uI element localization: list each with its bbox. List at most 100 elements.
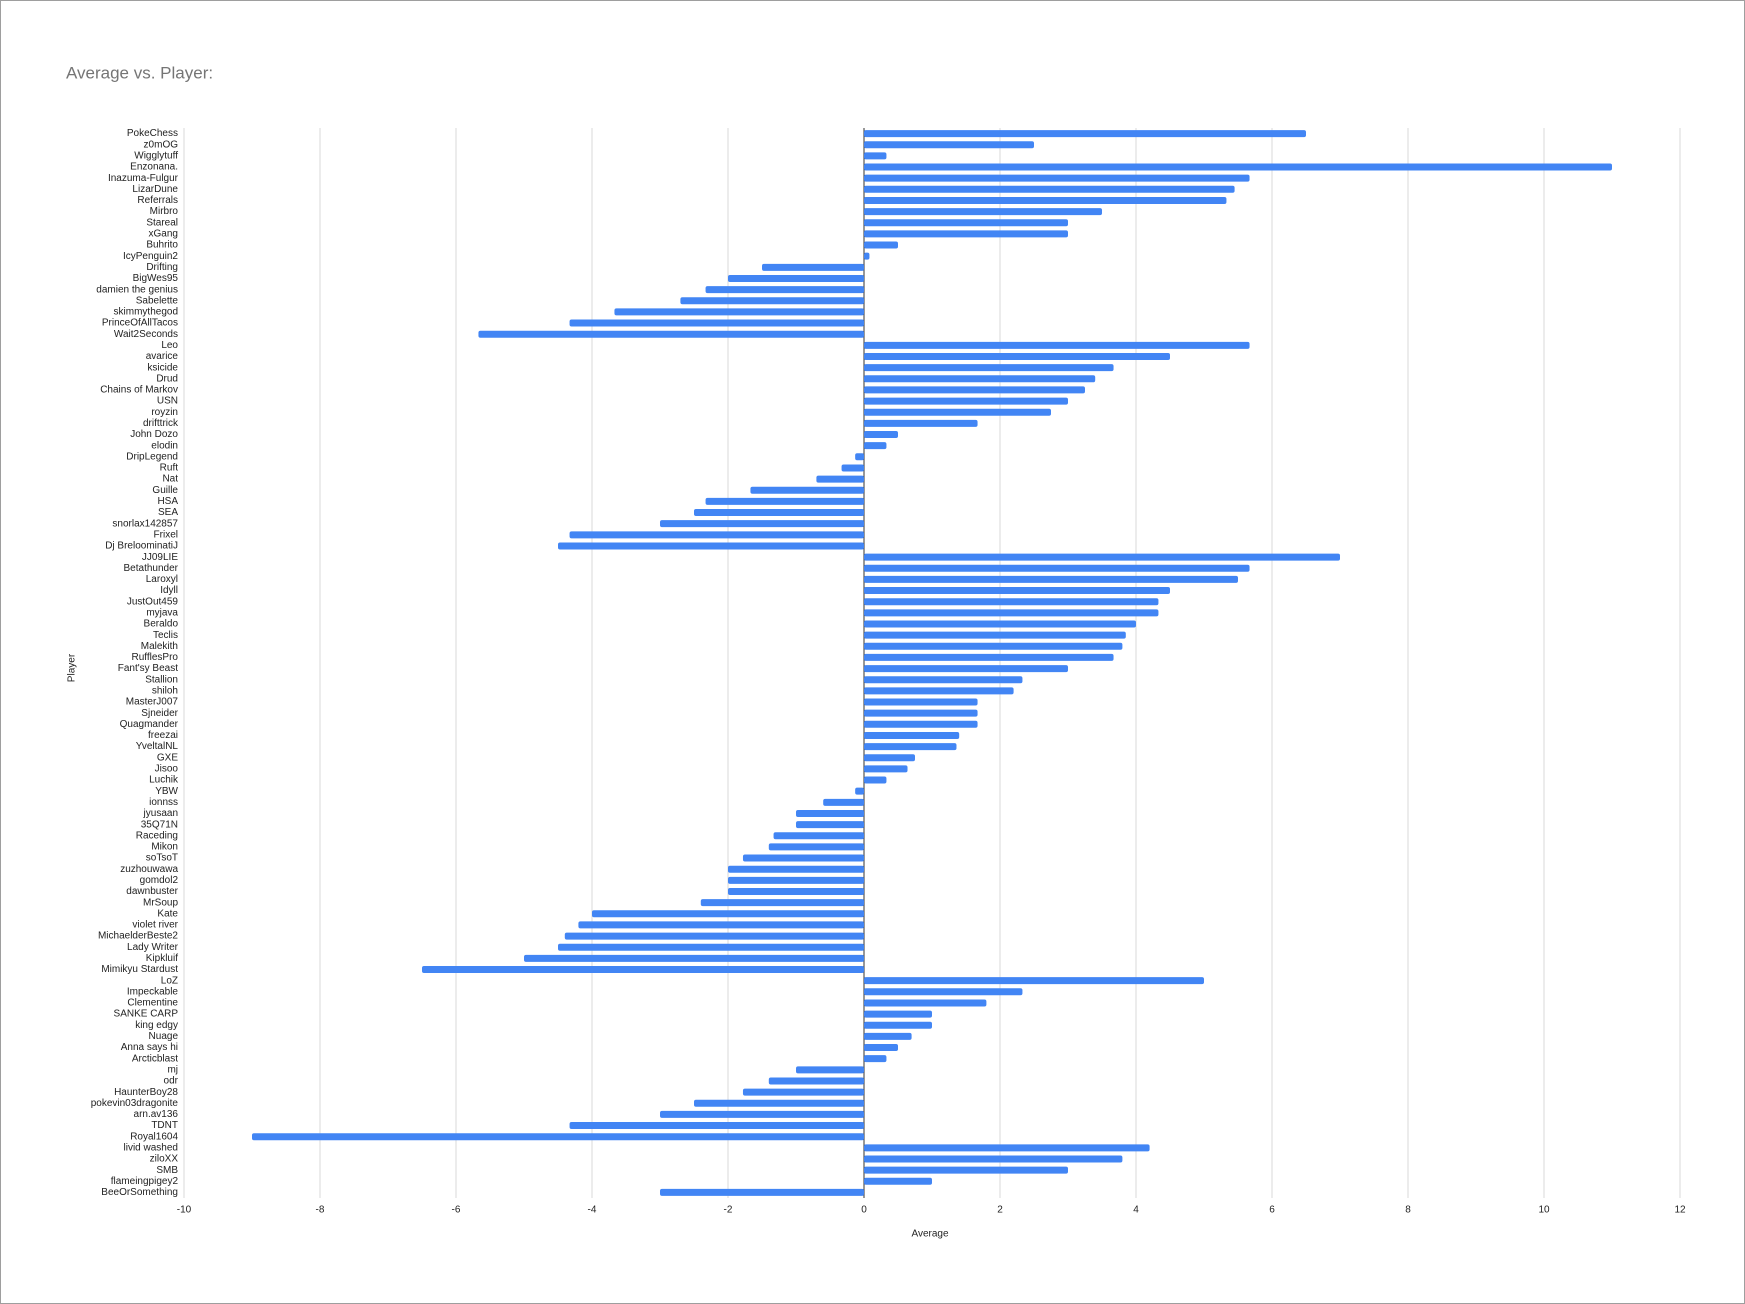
y-tick-label: USN [157, 396, 178, 407]
y-tick-label: elodin [151, 440, 178, 451]
y-tick-label: ziloXX [150, 1154, 179, 1165]
bar [864, 375, 1096, 383]
y-tick-label: z0mOG [144, 139, 179, 150]
bar [614, 308, 864, 316]
y-tick-label: Lady Writer [127, 942, 179, 953]
bar [864, 743, 957, 751]
bar [864, 419, 978, 427]
y-tick-label: Mimikyu Stardust [101, 964, 178, 975]
bar [864, 754, 915, 762]
y-tick-label: Kipkluif [146, 953, 178, 964]
y-tick-label: Clementine [127, 998, 178, 1009]
bar [660, 1188, 864, 1196]
y-tick-label: Teclis [153, 630, 178, 641]
y-tick-label: Raceding [136, 830, 178, 841]
bar [660, 520, 864, 528]
bar [855, 453, 864, 461]
bar [864, 1166, 1068, 1174]
y-tick-label: jyusaan [143, 808, 178, 819]
bar [864, 564, 1250, 572]
y-tick-label: YBW [155, 786, 178, 797]
bar [864, 163, 1612, 171]
y-tick-label: zuzhouwawa [120, 864, 178, 875]
y-tick-label: JustOut459 [127, 596, 179, 607]
bar [728, 865, 864, 873]
y-tick-label: Drud [156, 373, 178, 384]
bar [864, 587, 1170, 595]
y-tick-label: Betathunder [124, 563, 179, 574]
y-tick-label: SMB [156, 1165, 178, 1176]
bar [768, 843, 864, 851]
bar [864, 999, 987, 1007]
y-tick-label: livid washed [124, 1142, 178, 1153]
bar [864, 631, 1126, 639]
y-tick-label: Nuage [149, 1031, 179, 1042]
bar [855, 787, 864, 795]
y-tick-label: Mikon [151, 842, 178, 853]
bar [864, 152, 887, 160]
y-tick-label: xGang [149, 229, 178, 240]
y-tick-label: LizarDune [132, 184, 178, 195]
bar [864, 709, 978, 717]
x-tick-label: 4 [1133, 1205, 1139, 1216]
bar [864, 219, 1068, 227]
bar [680, 297, 864, 305]
bar [864, 553, 1340, 561]
bar [864, 720, 978, 728]
y-tick-label: Kate [157, 908, 178, 919]
bar [728, 274, 864, 282]
bar [864, 174, 1250, 182]
y-tick-label: Malekith [141, 641, 178, 652]
y-tick-label: GXE [157, 752, 178, 763]
y-tick-label: Anna says hi [121, 1042, 178, 1053]
bar [728, 876, 864, 884]
y-tick-label: Idyll [160, 585, 178, 596]
bar [864, 665, 1068, 673]
y-tick-label: Leo [161, 340, 178, 351]
bar [578, 921, 864, 929]
x-tick-label: -6 [452, 1205, 461, 1216]
y-tick-label: ksicide [147, 362, 178, 373]
bar [422, 966, 864, 974]
y-tick-label: Wigglytuff [134, 151, 178, 162]
y-tick-label: flameingpigey2 [111, 1176, 179, 1187]
y-tick-label: mj [167, 1064, 178, 1075]
y-tick-label: Enzonana. [130, 162, 178, 173]
bar [864, 1177, 932, 1185]
bar [864, 620, 1136, 628]
y-tick-label: Mirbro [150, 206, 179, 217]
y-tick-label: skimmythegod [114, 307, 178, 318]
y-tick-label: Nat [162, 474, 178, 485]
bar [864, 776, 887, 784]
bar [564, 932, 864, 940]
bar [864, 241, 898, 249]
bar [773, 832, 864, 840]
y-tick-label: Frixel [154, 529, 178, 540]
bar [864, 575, 1238, 583]
bar [478, 330, 864, 338]
bar [864, 598, 1159, 606]
y-tick-label: RufflesPro [131, 652, 178, 663]
y-tick-label: Quagmander [120, 719, 179, 730]
y-tick-label: drifttrick [143, 418, 179, 429]
y-tick-label: Luchik [149, 775, 179, 786]
bar [864, 442, 887, 450]
bar [864, 642, 1123, 650]
bar [796, 1066, 864, 1074]
bar [864, 1055, 887, 1063]
y-tick-label: shiloh [152, 686, 178, 697]
bar [569, 1122, 864, 1130]
x-axis-title: Average [911, 1229, 949, 1240]
bar [823, 798, 864, 806]
y-tick-label: TDNT [151, 1120, 178, 1131]
bar [864, 130, 1306, 138]
bar [796, 821, 864, 829]
bar [864, 731, 960, 739]
y-tick-label: PrinceOfAllTacos [102, 318, 178, 329]
bar [569, 531, 864, 539]
bar [864, 397, 1068, 405]
y-tick-label: HaunterBoy28 [114, 1087, 178, 1098]
bar [592, 910, 864, 918]
bar [864, 141, 1034, 149]
